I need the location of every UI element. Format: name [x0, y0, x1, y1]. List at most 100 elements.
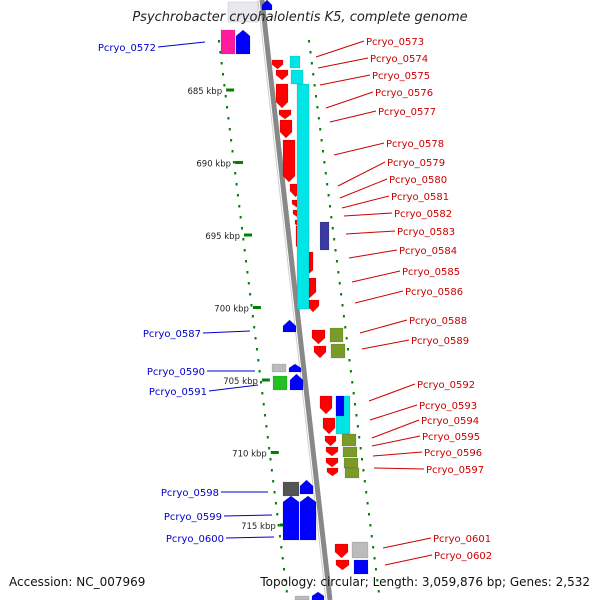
scale-tick	[235, 161, 244, 164]
guide-dot	[348, 359, 351, 362]
feature-block	[296, 83, 310, 310]
gene-label-right: Pcryo_0596	[424, 448, 482, 459]
feature-block	[227, 1, 259, 23]
guide-dot	[281, 557, 284, 560]
reverse-gene-arrow	[334, 543, 349, 559]
guide-dot	[320, 139, 323, 142]
guide-dot	[358, 436, 361, 439]
gene-label-right: Pcryo_0575	[372, 71, 430, 82]
reverse-gene-arrow	[275, 83, 289, 109]
guide-dot	[220, 62, 223, 65]
gene-label-right: Pcryo_0576	[375, 88, 433, 99]
reverse-gene-arrow	[322, 417, 336, 435]
guide-dot	[264, 414, 267, 417]
reverse-gene-arrow	[275, 69, 289, 81]
guide-dot	[254, 337, 257, 340]
scale-tick-label: 685 kbp	[187, 87, 222, 97]
forward-gene-arrow	[282, 319, 297, 333]
guide-dot	[312, 73, 315, 76]
guide-dot	[374, 568, 377, 571]
guide-dot	[272, 480, 275, 483]
guide-dot	[376, 579, 379, 582]
guide-dot	[328, 205, 331, 208]
guide-dot	[335, 260, 338, 263]
right-gene-labels: Pcryo_0573 Pcryo_0574 Pcryo_0575 Pcryo_0576…	[315, 37, 492, 566]
label-leader-line	[361, 339, 410, 350]
guide-dot	[313, 84, 316, 87]
guide-dot	[269, 458, 272, 461]
guide-dot	[337, 271, 340, 274]
guide-dot	[316, 106, 319, 109]
gene-label-right: Pcryo_0580	[389, 175, 447, 186]
feature-block	[220, 29, 236, 55]
guide-dot	[284, 579, 287, 582]
guide-dot	[268, 447, 271, 450]
guide-dot	[373, 557, 376, 560]
label-leader-line	[382, 537, 432, 549]
label-leader-line	[348, 249, 398, 259]
scale-tick	[243, 233, 252, 237]
guide-dot	[347, 348, 350, 351]
guide-dot	[377, 590, 380, 593]
label-leader-line	[372, 451, 423, 457]
label-leader-line	[208, 384, 259, 392]
label-leader-line	[368, 383, 416, 402]
guide-dot	[322, 150, 324, 153]
guide-dot	[331, 227, 334, 230]
gene-label-right: Pcryo_0588	[409, 316, 467, 327]
guide-dot	[354, 403, 357, 406]
guide-dot	[258, 370, 261, 373]
guide-dot	[246, 271, 249, 274]
gene-label-right: Pcryo_0594	[421, 416, 479, 427]
guide-dot	[352, 392, 355, 395]
gene-label-right: Pcryo_0602	[434, 551, 492, 562]
label-leader-line	[223, 514, 273, 517]
forward-gene-arrow	[299, 479, 314, 495]
guide-dot	[349, 370, 352, 373]
guide-dot	[276, 513, 279, 516]
guide-dot	[309, 51, 312, 54]
feature-block	[290, 69, 304, 85]
label-leader-line	[341, 195, 390, 209]
guide-dot	[262, 403, 265, 406]
reverse-gene-arrow	[271, 59, 284, 70]
guide-dot	[228, 128, 231, 131]
forward-gene-arrow	[261, 0, 273, 11]
scale-tick	[261, 378, 270, 382]
left-gene-labels: Pcryo_0572 Pcryo_0587 Pcryo_0590 Pcryo_0591…	[98, 41, 275, 545]
guide-dot	[226, 106, 229, 109]
gene-label-left: Pcryo_0590	[147, 367, 205, 378]
guide-dot	[370, 535, 373, 538]
label-leader-line	[225, 536, 275, 539]
reverse-gene-arrow	[325, 446, 339, 457]
gene-label-left: Pcryo_0587	[143, 329, 201, 340]
guide-dot	[324, 172, 327, 175]
gene-label-right: Pcryo_0573	[366, 37, 424, 48]
guide-dot	[278, 535, 281, 538]
guide-dot	[338, 282, 341, 285]
gene-label-right: Pcryo_0581	[391, 192, 449, 203]
label-leader-line	[329, 110, 377, 123]
guide-dot	[238, 205, 241, 208]
guide-dot	[259, 381, 262, 384]
guide-dot	[330, 216, 333, 219]
label-leader-line	[351, 270, 401, 283]
guide-dot	[310, 62, 313, 65]
reverse-gene-arrow	[326, 467, 339, 477]
guide-dot	[359, 447, 362, 450]
forward-gene-arrow	[288, 363, 302, 373]
label-leader-line	[369, 404, 418, 421]
guide-dot	[253, 326, 256, 329]
guide-dot	[274, 502, 277, 505]
guide-dot	[283, 568, 286, 571]
reverse-gene-arrow	[335, 559, 350, 571]
feature-block	[344, 467, 360, 479]
guide-dot	[250, 304, 253, 307]
feature-block	[335, 395, 345, 417]
label-leader-line	[343, 212, 393, 217]
forward-strand-genes	[235, 0, 325, 600]
feature-block	[353, 559, 369, 575]
forward-gene-arrow	[311, 591, 325, 600]
